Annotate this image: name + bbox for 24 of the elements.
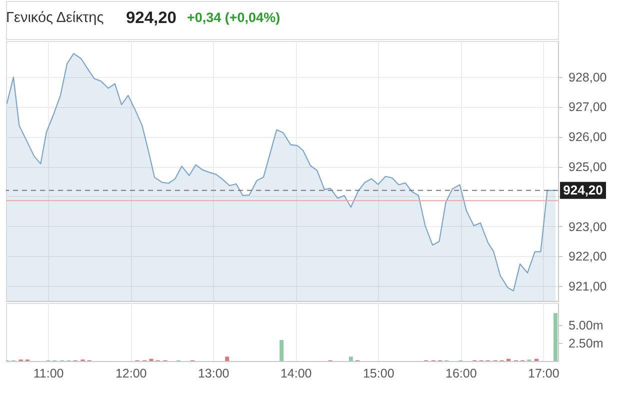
x-tick-label: 16:00 xyxy=(445,366,477,380)
bar xyxy=(225,356,230,361)
y-tick-label: 2.50m xyxy=(568,336,604,350)
x-tick-label: 12:00 xyxy=(115,366,147,380)
y-tick-label: 928,00 xyxy=(568,70,607,84)
bar xyxy=(348,356,353,361)
text: +0,34 (+0,04%) xyxy=(187,10,280,25)
x-tick-label: 17:00 xyxy=(528,366,560,380)
y-tick-label: 5.00m xyxy=(568,318,604,332)
x-tick-label: 14:00 xyxy=(280,366,312,380)
y-tick-label: 925,00 xyxy=(568,160,607,174)
bar xyxy=(280,340,284,361)
chart-title: Γενικός Δείκτης xyxy=(6,10,104,26)
y-tick-label: 927,00 xyxy=(568,100,607,114)
y-tick-label: 922,00 xyxy=(568,250,607,264)
y-tick-label: 926,00 xyxy=(568,130,607,144)
ref-line-label: 924,20 xyxy=(563,182,603,198)
y-tick-label: 923,00 xyxy=(568,220,607,234)
y-tick-label: 921,00 xyxy=(568,280,607,294)
text: 924,20 xyxy=(126,9,176,27)
bar xyxy=(554,313,558,361)
x-tick-label: 11:00 xyxy=(33,366,64,380)
x-tick-label: 13:00 xyxy=(198,366,230,380)
x-tick-label: 15:00 xyxy=(362,366,394,380)
